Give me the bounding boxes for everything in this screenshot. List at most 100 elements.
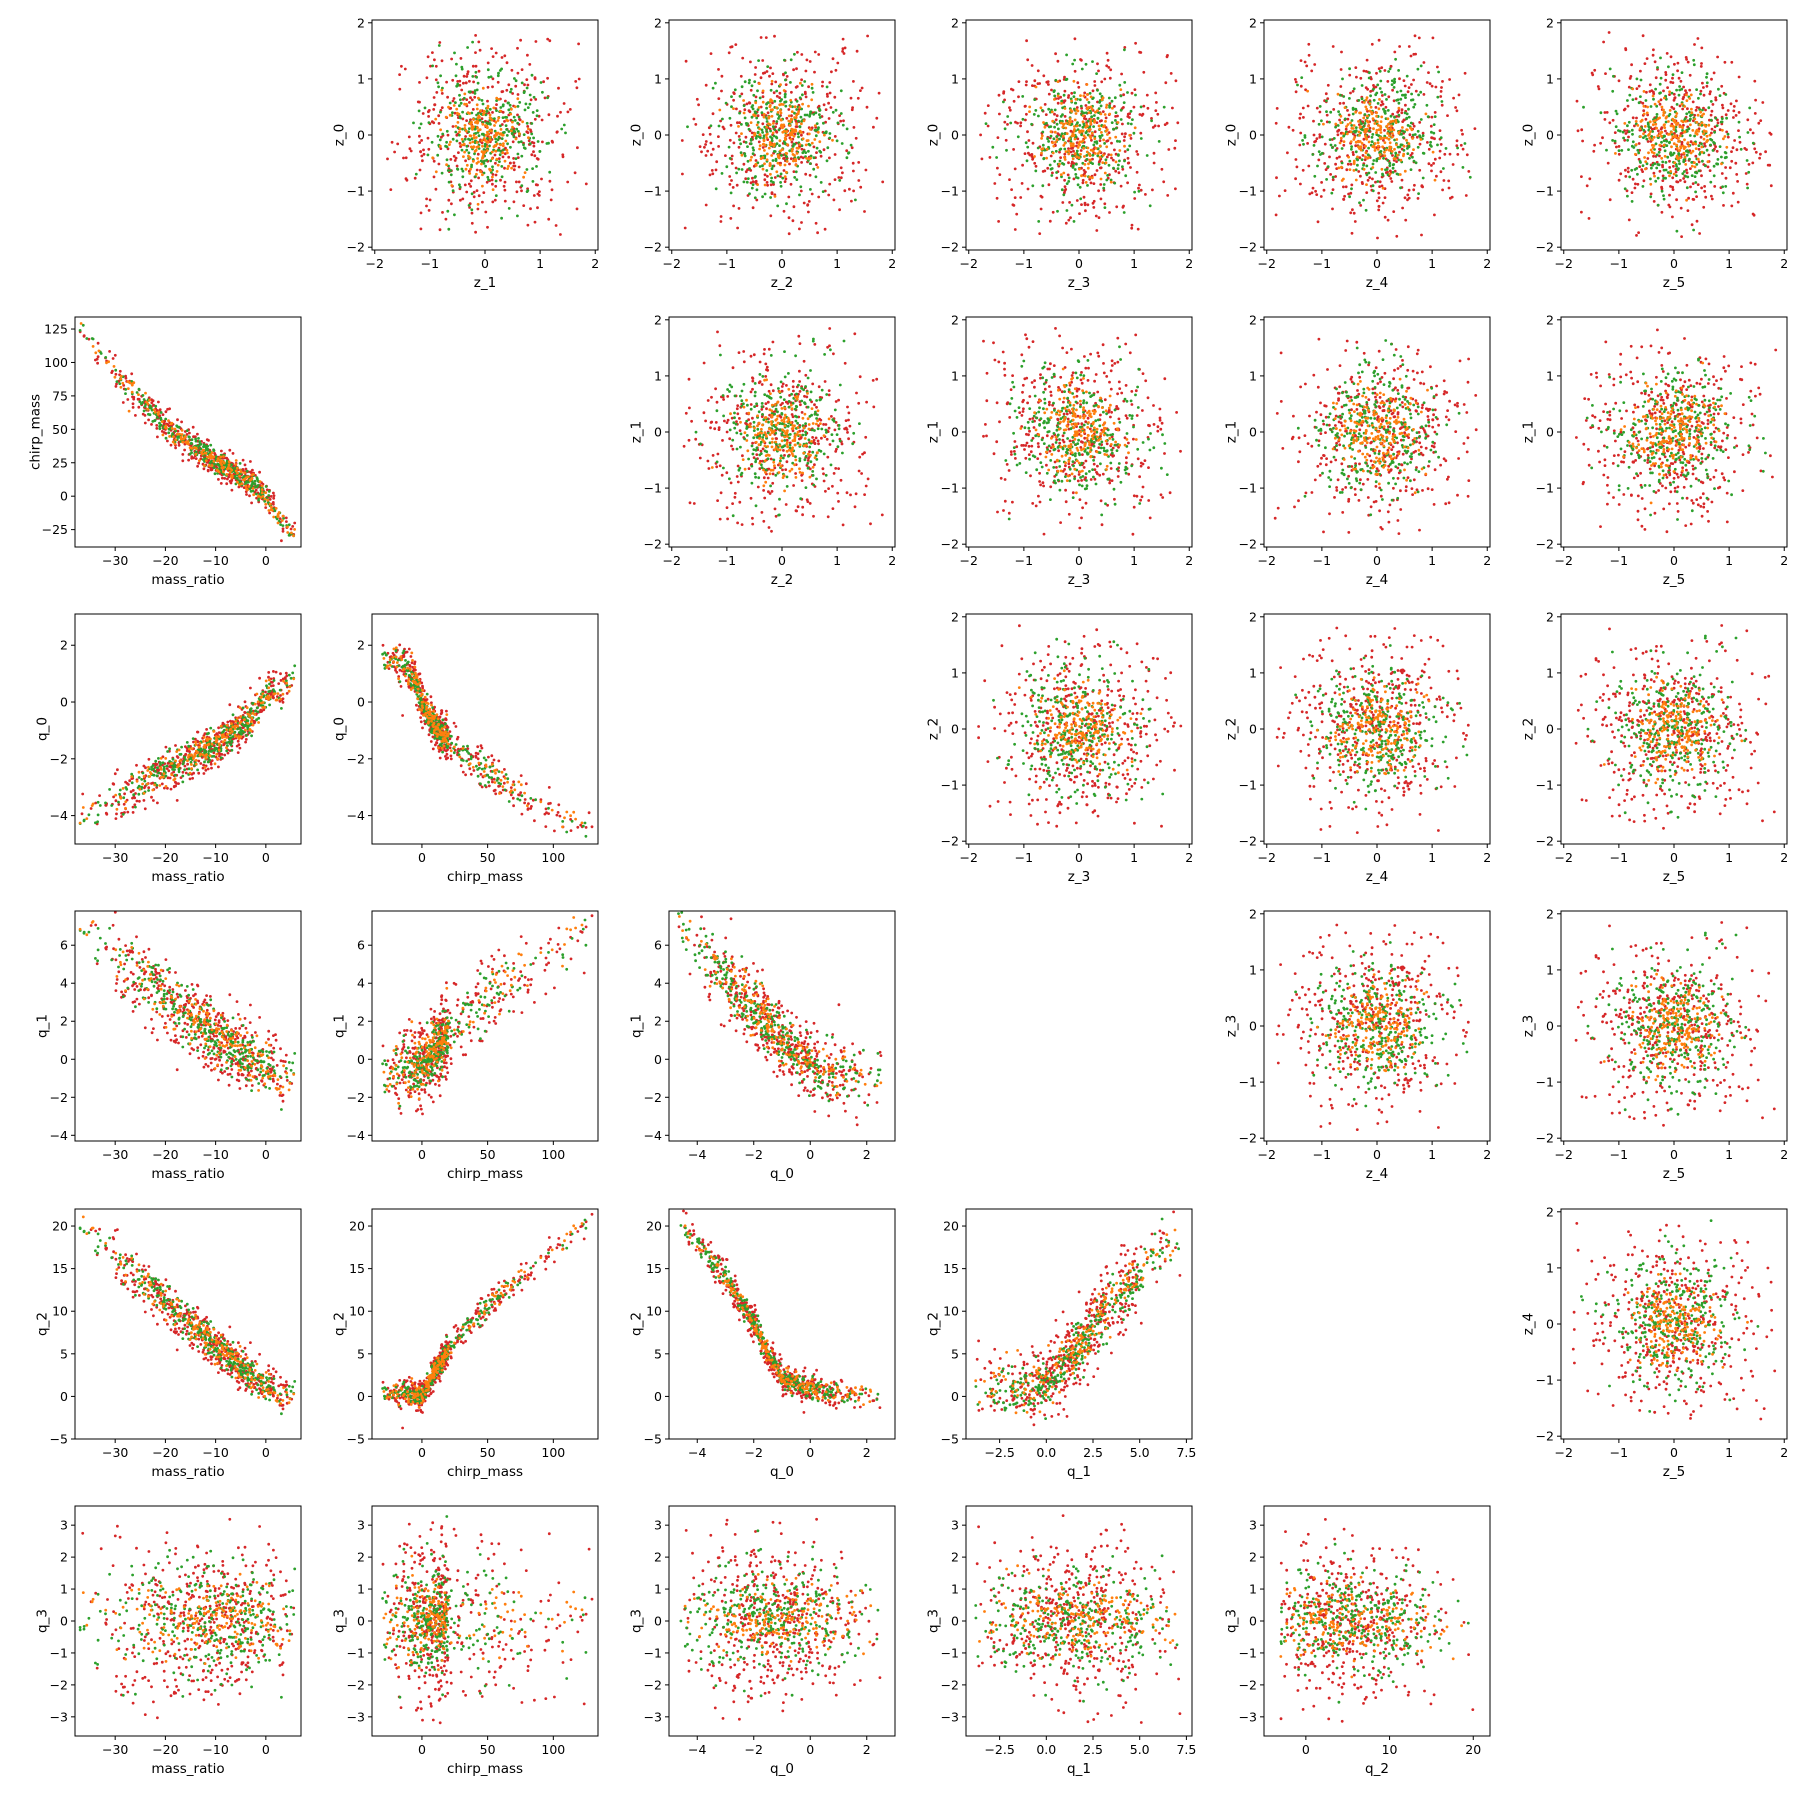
data-point <box>1324 143 1327 146</box>
data-point <box>516 47 519 50</box>
data-point <box>1098 216 1101 219</box>
data-point <box>809 174 812 177</box>
data-point <box>1710 100 1713 103</box>
data-point <box>729 139 732 142</box>
data-point <box>808 200 811 203</box>
data-point <box>1395 235 1398 238</box>
data-point <box>1154 92 1157 95</box>
data-point <box>1695 195 1698 198</box>
data-point <box>1627 148 1630 151</box>
data-point <box>712 87 715 90</box>
y-tick-label: −2 <box>1239 240 1257 255</box>
data-point <box>1104 206 1107 209</box>
data-point <box>418 110 421 113</box>
data-point <box>1162 180 1165 183</box>
data-point <box>1430 125 1433 128</box>
data-point <box>681 173 684 176</box>
data-point <box>412 122 415 125</box>
data-point <box>1064 185 1067 188</box>
data-point <box>471 99 474 102</box>
data-point <box>769 141 772 144</box>
data-point <box>784 180 787 183</box>
data-point <box>757 121 760 124</box>
data-point <box>1643 90 1646 93</box>
data-point <box>1677 137 1680 140</box>
data-point <box>1062 138 1065 141</box>
data-point <box>1134 88 1137 91</box>
data-point <box>1418 121 1421 124</box>
data-point <box>498 160 501 163</box>
data-point <box>1025 84 1028 87</box>
x-tick-label: 1 <box>1725 256 1733 271</box>
data-point <box>747 177 750 180</box>
data-point <box>1319 105 1322 108</box>
data-point <box>110 371 113 374</box>
data-point <box>517 141 520 144</box>
data-point <box>1074 37 1077 40</box>
data-point <box>420 212 423 215</box>
data-point <box>1687 209 1690 212</box>
data-point <box>1358 201 1361 204</box>
data-point <box>1414 133 1417 136</box>
data-point <box>1294 78 1297 81</box>
data-point <box>533 142 536 145</box>
data-point <box>1302 107 1305 110</box>
data-point <box>1693 161 1696 164</box>
data-point <box>1614 140 1617 143</box>
data-point <box>1648 137 1651 140</box>
scatter-points <box>1576 31 1773 238</box>
data-point <box>480 160 483 163</box>
data-point <box>461 118 464 121</box>
data-point <box>520 140 523 143</box>
data-point <box>1385 148 1388 151</box>
data-point <box>1073 128 1076 131</box>
data-point <box>459 117 462 120</box>
data-point <box>502 116 505 119</box>
data-point <box>499 179 502 182</box>
data-point <box>541 119 544 122</box>
data-point <box>427 55 430 58</box>
data-point <box>1370 106 1373 109</box>
data-point <box>1650 149 1653 152</box>
data-point <box>1389 67 1392 70</box>
data-point <box>1652 147 1655 150</box>
data-point <box>448 143 451 146</box>
data-point <box>1582 106 1585 109</box>
data-point <box>1074 173 1077 176</box>
data-point <box>1641 170 1644 173</box>
data-point <box>1343 140 1346 143</box>
data-point <box>409 147 412 150</box>
data-point <box>1123 81 1126 84</box>
data-point <box>1104 172 1107 175</box>
data-point <box>1694 181 1697 184</box>
data-point <box>1721 185 1724 188</box>
data-point <box>481 157 484 160</box>
data-point <box>1687 141 1690 144</box>
data-point <box>513 168 516 171</box>
data-point <box>1002 101 1005 104</box>
data-point <box>1094 130 1097 133</box>
data-point <box>1713 174 1716 177</box>
data-point <box>417 101 420 104</box>
data-point <box>798 194 801 197</box>
data-point <box>464 135 467 138</box>
data-point <box>1628 176 1631 179</box>
data-point <box>1692 150 1695 153</box>
data-point <box>1404 196 1407 199</box>
data-point <box>476 189 479 192</box>
data-point <box>830 106 833 109</box>
data-point <box>508 130 511 133</box>
data-point <box>853 126 856 129</box>
data-point <box>734 88 737 91</box>
data-point <box>775 170 778 173</box>
data-point <box>504 200 507 203</box>
data-point <box>1074 152 1077 155</box>
data-point <box>789 99 792 102</box>
data-point <box>441 59 444 62</box>
data-point <box>811 83 814 86</box>
data-point <box>798 106 801 109</box>
data-point <box>775 120 778 123</box>
data-point <box>1652 155 1655 158</box>
data-point <box>1650 167 1653 170</box>
data-point <box>733 142 736 145</box>
